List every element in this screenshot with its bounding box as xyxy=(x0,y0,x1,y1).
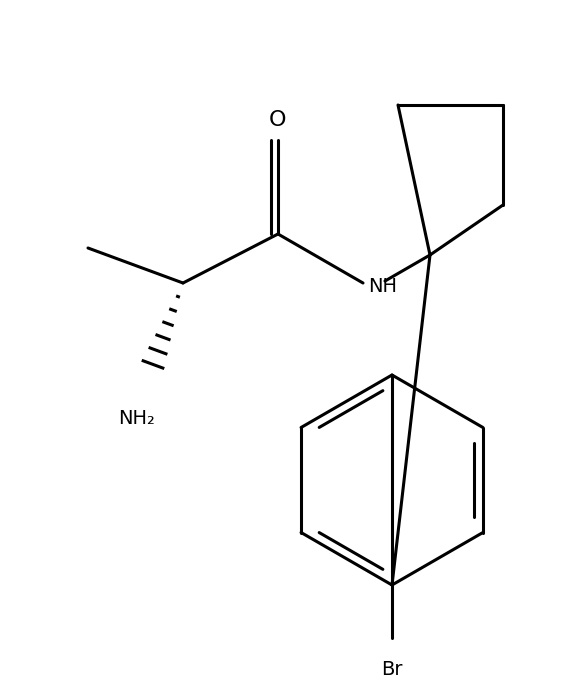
Text: O: O xyxy=(269,110,287,130)
Text: NH: NH xyxy=(368,277,397,296)
Text: NH₂: NH₂ xyxy=(118,409,155,427)
Text: Br: Br xyxy=(381,660,403,679)
